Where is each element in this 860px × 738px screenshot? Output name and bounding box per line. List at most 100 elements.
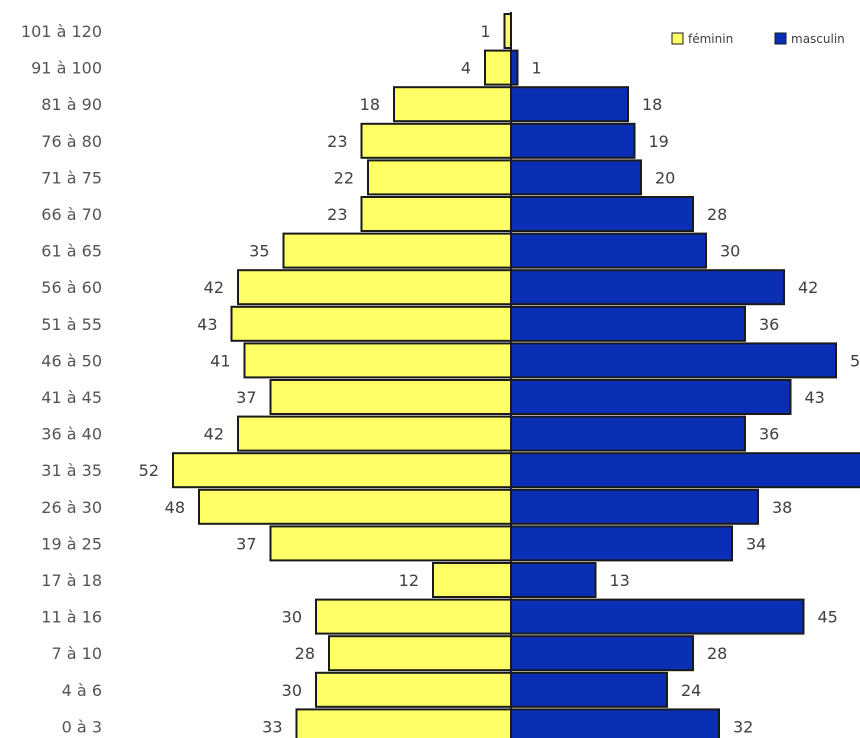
category-label: 17 à 18 [41,571,102,590]
value-label-feminin: 12 [399,571,419,590]
bar-masculin [511,307,745,341]
category-label: 4 à 6 [62,681,102,700]
bar-masculin [511,709,719,738]
bar-masculin [511,453,860,487]
category-label: 71 à 75 [41,168,102,187]
bar-masculin [511,526,732,560]
value-label-feminin: 43 [197,315,217,334]
value-label-feminin: 37 [236,534,256,553]
bar-masculin [511,234,706,268]
value-label-masculin: 28 [707,205,727,224]
value-label-feminin: 23 [327,205,347,224]
value-label-masculin: 1 [532,59,542,78]
bar-feminin [433,563,511,597]
value-label-feminin: 1 [480,22,490,41]
legend: féminin masculin [672,32,845,46]
legend-label-masculin: masculin [791,32,845,46]
bar-feminin [316,673,511,707]
bar-masculin [511,124,635,158]
legend-swatch-feminin [672,33,683,44]
value-label-feminin: 23 [327,132,347,151]
category-label: 56 à 60 [41,278,102,297]
category-label: 11 à 16 [41,608,102,627]
value-label-feminin: 28 [295,644,315,663]
value-label-feminin: 42 [204,425,224,444]
bar-feminin [238,270,511,304]
bar-masculin [511,87,628,121]
value-label-feminin: 41 [210,351,230,370]
category-label: 31 à 35 [41,461,102,480]
category-labels: 101 à 120 91 à 100 81 à 90 76 à 80 71 à 75 66… [21,22,102,736]
bar-masculin [511,417,745,451]
value-label-masculin: 30 [720,242,740,261]
category-label: 101 à 120 [21,22,102,41]
bar-masculin [511,343,836,377]
value-label-masculin: 34 [746,534,766,553]
value-label-masculin: 43 [805,388,825,407]
bar-masculin [511,380,791,414]
value-label-masculin: 45 [818,608,838,627]
male-bars [511,12,860,738]
bar-feminin [362,124,512,158]
value-label-masculin: 36 [759,315,779,334]
bar-feminin [238,417,511,451]
value-label-feminin: 30 [282,608,302,627]
value-label-masculin: 36 [759,425,779,444]
category-label: 66 à 70 [41,205,102,224]
bar-feminin [284,234,512,268]
category-label: 76 à 80 [41,132,102,151]
value-label-feminin: 37 [236,388,256,407]
value-label-masculin: 19 [649,132,669,151]
bar-feminin [485,51,511,85]
value-label-masculin: 24 [681,681,701,700]
legend-label-feminin: féminin [688,32,733,46]
bar-masculin [511,673,667,707]
value-label-feminin: 22 [334,168,354,187]
bar-feminin [232,307,512,341]
value-label-feminin: 18 [360,95,380,114]
category-label: 41 à 45 [41,388,102,407]
category-label: 91 à 100 [31,59,102,78]
category-label: 26 à 30 [41,498,102,517]
bar-masculin [511,600,804,634]
bar-masculin [511,563,596,597]
category-label: 46 à 50 [41,351,102,370]
value-label-masculin: 18 [642,95,662,114]
bar-feminin [368,160,511,194]
category-label: 61 à 65 [41,242,102,261]
bar-masculin [511,270,784,304]
bar-feminin [297,709,512,738]
value-label-masculin: 38 [772,498,792,517]
category-label: 36 à 40 [41,425,102,444]
bar-feminin [316,600,511,634]
bar-feminin [394,87,511,121]
value-label-feminin: 33 [262,717,282,736]
value-label-feminin: 42 [204,278,224,297]
bar-feminin [271,380,512,414]
category-label: 81 à 90 [41,95,102,114]
bar-feminin [362,197,512,231]
category-label: 7 à 10 [51,644,102,663]
category-label: 51 à 55 [41,315,102,334]
bar-feminin [245,343,512,377]
bar-masculin [511,197,693,231]
female-bars [173,14,511,738]
value-label-feminin: 4 [461,59,471,78]
value-label-masculin: 5 [850,351,860,370]
value-label-masculin: 13 [610,571,630,590]
value-label-feminin: 48 [165,498,185,517]
bar-feminin [173,453,511,487]
value-label-masculin: 32 [733,717,753,736]
bar-masculin [511,636,693,670]
value-label-feminin: 30 [282,681,302,700]
category-label: 0 à 3 [62,717,102,736]
legend-swatch-masculin [775,33,786,44]
bar-feminin [329,636,511,670]
value-label-masculin: 20 [655,168,675,187]
bar-feminin [271,526,512,560]
category-label: 19 à 25 [41,534,102,553]
bar-masculin [511,490,758,524]
value-label-masculin: 28 [707,644,727,663]
value-label-feminin: 35 [249,242,269,261]
